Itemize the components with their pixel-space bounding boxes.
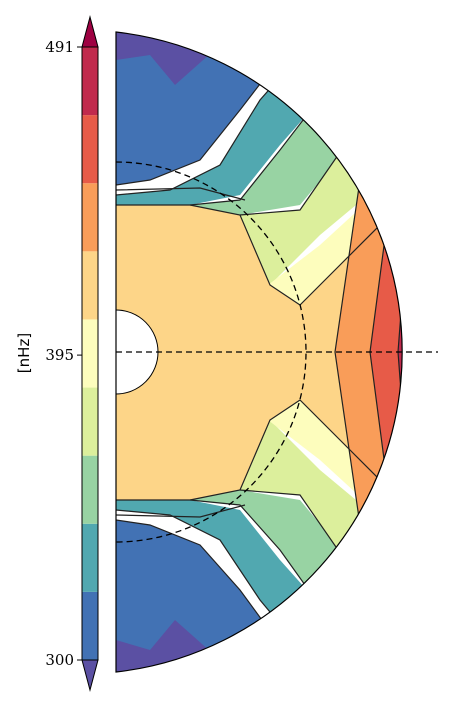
colorbar-segment [82,523,98,592]
plot-outline [115,31,403,673]
colorbar-segment [82,115,98,184]
colorbar: 491 395 300 [45,15,99,692]
colorbar-segment [82,591,98,660]
colorbar-extend-top [81,15,99,48]
colorbar-segment [82,455,98,524]
colorbar-frame [81,46,99,661]
colorbar-segment [82,47,98,116]
colorbar-tick-label: 395 [45,346,74,364]
band-darkred [424,300,467,400]
colorbar-extend-bottom [81,659,99,692]
colorbar-unit-label: [nHz] [15,333,33,373]
tachocline-circle [115,161,307,543]
band-cream-upper [268,65,403,305]
colorbar-tick-label: 300 [45,651,74,669]
colorbar-segment [82,319,98,388]
colorbar-segment [82,183,98,252]
colorbar-segment [82,251,98,320]
colorbar-tick-label: 491 [45,38,74,56]
band-cream-lower [268,400,403,640]
band-orange [335,145,403,560]
colorbar-segment [82,387,98,456]
